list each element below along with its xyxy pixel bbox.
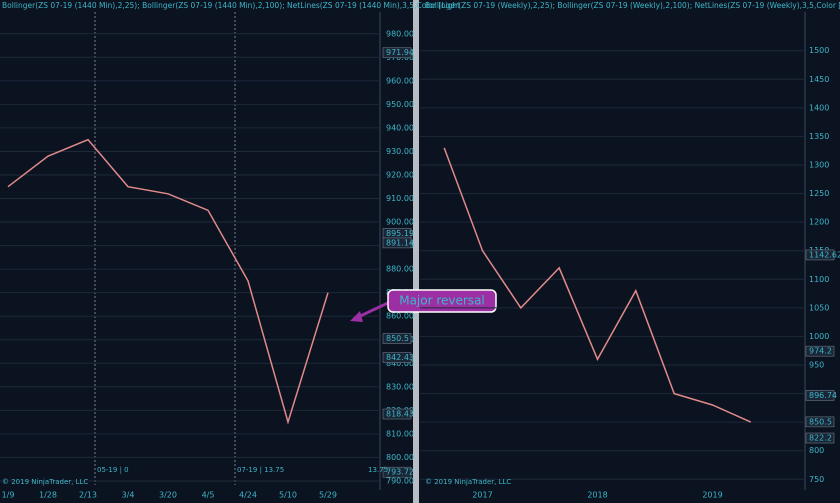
price-line bbox=[443, 147, 752, 423]
price-label-box bbox=[805, 416, 835, 428]
y-tick-label: 950 bbox=[809, 361, 824, 370]
annotation-text: Major reversal bbox=[399, 294, 485, 308]
x-tick-label: 5/10 bbox=[279, 491, 297, 500]
price-label-box bbox=[805, 432, 835, 444]
x-tick-label: 5/29 bbox=[319, 491, 337, 500]
y-tick-label: 930.00 bbox=[386, 147, 414, 156]
y-tick-label: 960.00 bbox=[386, 76, 414, 85]
y-tick-label: 920.00 bbox=[386, 170, 414, 179]
y-tick-label: 1350 bbox=[809, 132, 829, 141]
y-tick-label: 790.00 bbox=[386, 476, 414, 485]
price-label-box bbox=[382, 408, 412, 420]
price-label-box bbox=[382, 237, 412, 249]
price-label: 818.43 bbox=[386, 410, 414, 419]
x-tick-label: 1/28 bbox=[39, 491, 57, 500]
price-label: 842.43 bbox=[386, 353, 414, 362]
y-tick-label: 940.00 bbox=[386, 123, 414, 132]
y-tick-label: 1050 bbox=[809, 303, 829, 312]
price-label: 1142.62 bbox=[809, 250, 840, 259]
price-label: 850.5 bbox=[386, 334, 409, 343]
panel-header: Bollinger(ZS 07-19 (Weekly),2,25); Bolli… bbox=[425, 1, 840, 10]
panel-divider bbox=[413, 0, 419, 503]
price-label: 822.2 bbox=[809, 434, 832, 443]
copyright: © 2019 NinjaTrader, LLC bbox=[2, 478, 88, 486]
y-tick-label: 750 bbox=[809, 475, 824, 484]
y-tick-label: 1100 bbox=[809, 275, 829, 284]
y-tick-label: 1200 bbox=[809, 218, 829, 227]
session-marker: 05-19 | 0 bbox=[97, 466, 129, 474]
y-tick-label: 1400 bbox=[809, 103, 829, 112]
y-tick-label: 880.00 bbox=[386, 265, 414, 274]
price-label-box bbox=[805, 390, 835, 401]
y-tick-label: 800.00 bbox=[386, 453, 414, 462]
price-label: 896.74 bbox=[809, 391, 837, 400]
price-label: 793.72 bbox=[386, 468, 414, 477]
y-tick-label: 1250 bbox=[809, 189, 829, 198]
y-tick-label: 950.00 bbox=[386, 100, 414, 109]
x-tick-label: 2018 bbox=[587, 491, 607, 500]
price-label-box bbox=[382, 466, 412, 478]
price-label: 895.19 bbox=[386, 229, 414, 238]
y-tick-label: 900.00 bbox=[386, 218, 414, 227]
price-label: 891.14 bbox=[386, 238, 414, 247]
y-tick-label: 840.00 bbox=[386, 359, 414, 368]
x-tick-label: 4/5 bbox=[202, 491, 215, 500]
x-tick-label: 2019 bbox=[702, 491, 722, 500]
x-tick-label: 4/24 bbox=[239, 491, 257, 500]
price-label: 974.2 bbox=[809, 347, 832, 356]
y-tick-label: 830.00 bbox=[386, 382, 414, 391]
session-marker: 13.75 bbox=[368, 466, 388, 474]
y-tick-label: 1450 bbox=[809, 75, 829, 84]
price-label-box bbox=[805, 249, 835, 261]
y-tick-label: 810.00 bbox=[386, 429, 414, 438]
annotation-box bbox=[387, 289, 497, 313]
y-tick-label: 910.00 bbox=[386, 194, 414, 203]
price-label-box bbox=[805, 345, 835, 357]
price-label-box bbox=[382, 47, 412, 59]
annotation-arrowhead bbox=[350, 311, 363, 322]
y-tick-label: 860.00 bbox=[386, 312, 414, 321]
annotation-arrow bbox=[355, 300, 391, 320]
x-tick-label: 2017 bbox=[472, 491, 492, 500]
y-tick-label: 1500 bbox=[809, 46, 829, 55]
x-tick-label: 3/20 bbox=[159, 491, 177, 500]
copyright: © 2019 NinjaTrader, LLC bbox=[425, 478, 511, 486]
session-marker: 07-19 | 13.75 bbox=[237, 466, 284, 474]
y-tick-label: 980.00 bbox=[386, 29, 414, 38]
y-tick-label: 1000 bbox=[809, 332, 829, 341]
price-label: 971.94 bbox=[386, 48, 414, 57]
price-line bbox=[7, 138, 329, 425]
y-tick-label: 1300 bbox=[809, 161, 829, 170]
x-tick-label: 2/13 bbox=[79, 491, 97, 500]
x-tick-label: 3/4 bbox=[122, 491, 135, 500]
price-label: 850.5 bbox=[809, 417, 832, 426]
y-tick-label: 800 bbox=[809, 446, 824, 455]
x-tick-label: 1/9 bbox=[2, 491, 15, 500]
price-label-box bbox=[382, 333, 412, 344]
panel-header: Bollinger(ZS 07-19 (1440 Min),2,25); Bol… bbox=[2, 1, 460, 10]
price-label-box bbox=[382, 352, 412, 363]
